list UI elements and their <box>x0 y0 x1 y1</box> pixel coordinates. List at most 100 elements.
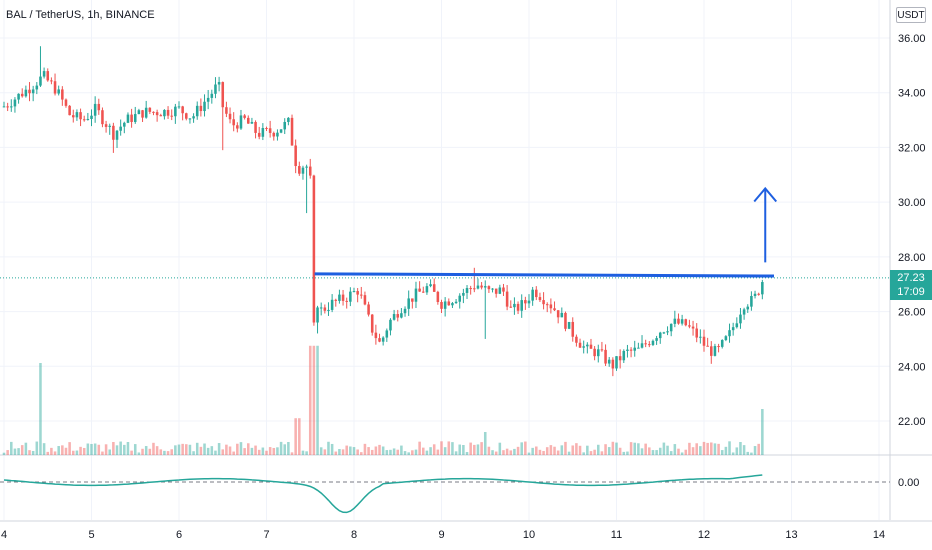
candle-body <box>658 332 662 339</box>
volume-bar <box>119 441 122 455</box>
candle-body <box>246 117 250 124</box>
candle-body <box>494 288 498 294</box>
volume-bar <box>10 441 13 455</box>
volume-bar <box>498 442 502 455</box>
volume-bar <box>287 442 290 455</box>
candle-body <box>629 349 633 351</box>
candle-body <box>637 347 640 349</box>
candle-body <box>644 343 647 345</box>
candle-body <box>524 300 527 304</box>
volume-bar <box>290 452 294 455</box>
volume-bar <box>432 444 436 455</box>
volume-bar <box>702 441 706 455</box>
bar-countdown: 17:09 <box>897 285 925 298</box>
candle-body <box>352 291 356 293</box>
volume-bar <box>35 441 39 455</box>
volume-bar <box>542 450 545 455</box>
volume-bar <box>648 447 651 455</box>
candle-body <box>378 338 381 342</box>
candle-body <box>112 125 115 140</box>
volume-bar <box>243 448 246 455</box>
candle-body <box>254 121 257 133</box>
candle-body <box>447 301 451 306</box>
candle-body <box>214 84 217 94</box>
candle-body <box>505 291 509 307</box>
volume-bar <box>535 446 538 455</box>
volume-bar <box>272 447 276 455</box>
volume-bar <box>633 442 637 455</box>
volume-bar <box>502 450 505 455</box>
volume-bar <box>480 442 483 455</box>
currency-button[interactable]: USDT <box>896 7 926 23</box>
time-tick-label: 14 <box>873 529 885 541</box>
time-tick-label: 10 <box>523 529 535 541</box>
time-tick-label: 5 <box>88 529 94 541</box>
volume-bar <box>137 452 141 455</box>
candle-body <box>476 285 480 289</box>
candle-body <box>363 295 367 305</box>
candle-body <box>374 332 378 339</box>
volume-bar <box>268 447 272 455</box>
candle-body <box>298 166 301 174</box>
volume-bar <box>443 447 447 455</box>
volume-bar <box>246 443 250 455</box>
candle-body <box>294 145 297 167</box>
volume-bar <box>403 451 407 455</box>
volume-bar <box>86 443 90 455</box>
last-price-label: 27.23 17:09 <box>890 269 932 300</box>
volume-bar <box>64 447 68 455</box>
volume-bar <box>188 444 192 455</box>
volume-bar <box>31 450 35 455</box>
candle-body <box>159 115 163 117</box>
oscillator-line <box>3 474 763 514</box>
volume-bar <box>195 442 199 455</box>
candle-body <box>385 330 389 338</box>
candle-body <box>414 288 418 302</box>
volume-bars <box>2 345 764 455</box>
candle-body <box>545 304 549 306</box>
volume-bar <box>761 409 764 455</box>
candle-body <box>728 330 731 337</box>
candle-body <box>713 346 717 356</box>
volume-bar <box>593 449 596 455</box>
volume-bar <box>454 451 458 455</box>
candle-body <box>509 306 513 308</box>
candle-body <box>367 304 370 315</box>
candle-body <box>82 119 86 121</box>
volume-bar <box>396 449 400 455</box>
volume-bar <box>527 452 531 455</box>
candle-body <box>28 89 31 94</box>
candle-body <box>593 348 596 357</box>
candle-body <box>152 111 155 113</box>
candle-body <box>680 319 684 324</box>
volume-bar <box>586 445 589 455</box>
volume-bar <box>746 451 750 455</box>
candle-body <box>666 331 669 333</box>
candle-body <box>338 294 341 301</box>
candle-body <box>389 319 392 331</box>
candle-body <box>560 312 564 318</box>
candle-body <box>50 80 53 82</box>
candle-body <box>13 99 17 107</box>
volume-bar <box>319 447 323 455</box>
volume-bar <box>567 451 571 455</box>
volume-bar <box>71 450 75 455</box>
volume-bar <box>181 443 184 455</box>
volume-bar <box>400 445 403 455</box>
volume-bar <box>684 449 688 455</box>
candle-body <box>130 114 133 122</box>
volume-bar <box>166 451 170 455</box>
candle-body <box>210 93 214 98</box>
volume-bar <box>538 449 542 455</box>
volume-bar <box>203 443 206 455</box>
candle-body <box>301 167 305 174</box>
volume-bar <box>276 447 279 455</box>
candle-body <box>221 82 225 108</box>
volume-bar <box>261 447 265 455</box>
candle-body <box>360 294 363 296</box>
volume-bar <box>564 441 567 455</box>
time-tick-label: 6 <box>176 529 182 541</box>
volume-bar <box>713 443 717 455</box>
candle-body <box>2 106 6 108</box>
